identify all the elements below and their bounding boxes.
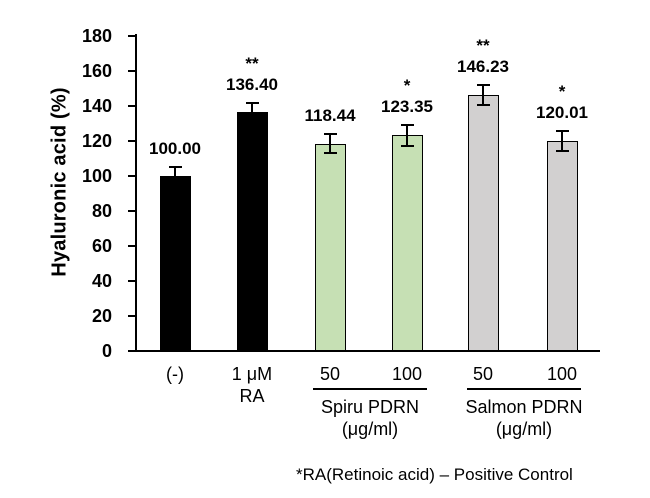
bar-1	[159, 176, 191, 351]
error-bar-line	[482, 85, 484, 105]
y-tick-label: 20	[91, 306, 112, 326]
group-underline	[313, 388, 427, 390]
error-bar-line	[174, 167, 176, 185]
error-bar-cap-top	[323, 133, 337, 136]
error-bar-cap-bottom	[476, 103, 490, 106]
y-tick-mark	[128, 35, 137, 37]
error-bar-cap-top	[245, 101, 259, 104]
x-tick-label: 1 μM RA	[231, 364, 273, 406]
error-bar-line	[329, 134, 331, 154]
significance-label: *	[403, 75, 411, 95]
y-tick-mark	[128, 140, 137, 142]
y-tick-mark	[128, 315, 137, 317]
error-bar-line	[251, 102, 253, 122]
group-name: Spiru PDRN	[320, 397, 420, 417]
footnote: *RA(Retinoic acid) – Positive Control	[296, 465, 573, 484]
bar-3	[314, 143, 346, 351]
group-underline	[467, 388, 581, 390]
group-name: Salmon PDRN	[465, 397, 583, 417]
bar-5	[467, 95, 499, 351]
x-tick-label: 50	[472, 364, 494, 384]
error-bar-cap-top	[476, 84, 490, 87]
bar-2	[236, 112, 268, 351]
error-bar-cap-bottom	[245, 120, 259, 123]
y-axis-line	[135, 34, 137, 352]
error-bar-line	[561, 131, 563, 151]
error-bar-line	[406, 124, 408, 146]
value-label: 118.44	[304, 106, 356, 126]
value-label: 136.40	[226, 74, 278, 94]
y-tick-mark	[128, 245, 137, 247]
significance-label: **	[245, 53, 259, 73]
x-tick-label: (-)	[166, 364, 184, 384]
y-tick-label: 160	[81, 61, 112, 81]
y-tick-mark	[128, 280, 137, 282]
bar-4	[391, 135, 423, 351]
value-label: 146.23	[457, 57, 509, 77]
x-tick-label: 100	[391, 364, 423, 384]
significance-label: **	[476, 36, 490, 56]
error-bar-cap-bottom	[400, 144, 414, 147]
error-bar-cap-bottom	[168, 183, 182, 186]
error-bar-cap-top	[168, 166, 182, 169]
value-label: 123.35	[381, 96, 433, 116]
y-tick-label: 180	[81, 26, 112, 46]
y-tick-label: 60	[91, 236, 112, 256]
significance-label: *	[558, 82, 566, 102]
error-bar-cap-bottom	[323, 152, 337, 155]
y-tick-mark	[128, 105, 137, 107]
y-tick-label: 0	[101, 341, 112, 361]
y-tick-label: 120	[81, 131, 112, 151]
y-tick-mark	[128, 350, 137, 352]
group-unit: (μg/ml)	[341, 419, 399, 439]
y-tick-label: 100	[81, 166, 112, 186]
error-bar-cap-top	[400, 123, 414, 126]
bar-6	[546, 140, 578, 351]
error-bar-cap-top	[555, 130, 569, 133]
y-tick-label: 80	[91, 201, 112, 221]
y-tick-mark	[128, 175, 137, 177]
y-tick-label: 40	[91, 271, 112, 291]
value-label: 100.00	[149, 139, 201, 159]
x-tick-label: 50	[319, 364, 341, 384]
y-tick-label: 140	[81, 96, 112, 116]
x-tick-label: 100	[546, 364, 578, 384]
value-label: 120.01	[536, 103, 588, 123]
error-bar-cap-bottom	[555, 149, 569, 152]
x-axis-line	[135, 350, 600, 352]
group-unit: (μg/ml)	[495, 419, 553, 439]
y-tick-mark	[128, 210, 137, 212]
y-tick-mark	[128, 70, 137, 72]
